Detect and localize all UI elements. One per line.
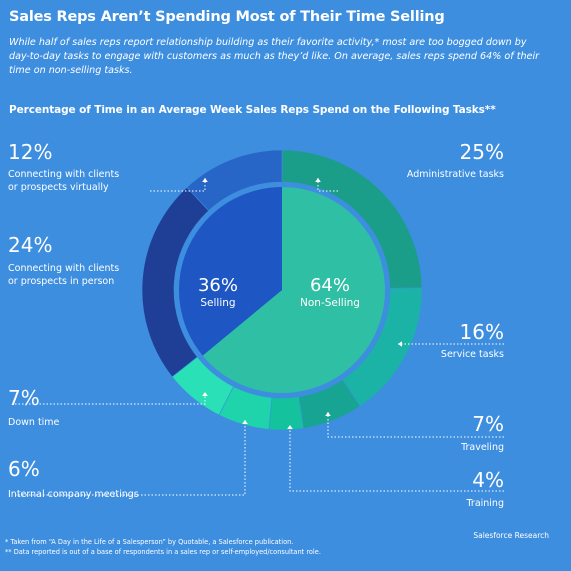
arrow-icon <box>202 392 208 396</box>
infographic-subtitle: While half of sales reps report relation… <box>9 37 540 76</box>
virtual-label-line1: Connecting with clients <box>8 169 119 180</box>
in-person-label-line1: Connecting with clients <box>8 263 119 274</box>
arrow-icon <box>315 178 321 182</box>
pie-slice-non-selling <box>202 187 385 394</box>
selling-pct-label: 36% <box>198 275 238 296</box>
in-person-label-line2: or prospects in person <box>8 276 114 287</box>
pie-slice-selling <box>179 187 282 356</box>
leader-line <box>289 425 504 492</box>
footnote-1: * Taken from “A Day in the Life of a Sal… <box>5 538 294 546</box>
in-person-pct-label: 24% <box>8 233 52 257</box>
training-pct-label: 4% <box>472 468 504 492</box>
admin-label: Administrative tasks <box>407 169 504 180</box>
infographic-title: Sales Reps Aren’t Spending Most of Their… <box>9 9 445 25</box>
leader-line <box>317 178 338 192</box>
ring-segment-training <box>268 396 305 431</box>
virtual-label-line2: or prospects virtually <box>8 182 109 193</box>
down-time-pct-label: 7% <box>8 386 40 410</box>
training-label: Training <box>466 498 505 509</box>
arrow-icon <box>325 412 331 416</box>
ring-segment-connecting-with-clients-or-prospects-virtually <box>186 149 283 212</box>
admin-pct-label: 25% <box>460 140 504 164</box>
arrow-icon <box>287 425 293 429</box>
leader-line <box>150 178 206 192</box>
service-label: Service tasks <box>441 349 504 360</box>
traveling-pct-label: 7% <box>472 412 504 436</box>
leader-line <box>327 412 504 438</box>
traveling-label: Traveling <box>460 442 504 453</box>
meetings-pct-label: 6% <box>8 457 40 481</box>
leader-line <box>15 420 246 496</box>
leader-lines <box>15 178 504 496</box>
service-pct-label: 16% <box>460 320 504 344</box>
non-selling-pct-label: 64% <box>310 275 350 296</box>
chart-title: Percentage of Time in an Average Week Sa… <box>9 104 496 116</box>
arrow-icon <box>398 341 402 347</box>
virtual-pct-label: 12% <box>8 140 52 164</box>
leader-line <box>15 392 206 405</box>
outer-ring <box>141 149 423 431</box>
arrow-icon <box>202 178 208 182</box>
footnotes: * Taken from “A Day in the Life of a Sal… <box>5 537 445 557</box>
meetings-label: Internal company meetings <box>8 489 139 500</box>
inner-pie <box>179 187 385 394</box>
down-time-label: Down time <box>8 417 60 428</box>
footnote-2: ** Data reported is out of a base of res… <box>5 548 321 556</box>
source-credit: Salesforce Research <box>473 531 549 540</box>
arrow-icon <box>242 420 248 424</box>
non-selling-label: Non-Selling <box>300 297 360 309</box>
selling-label: Selling <box>200 297 235 309</box>
